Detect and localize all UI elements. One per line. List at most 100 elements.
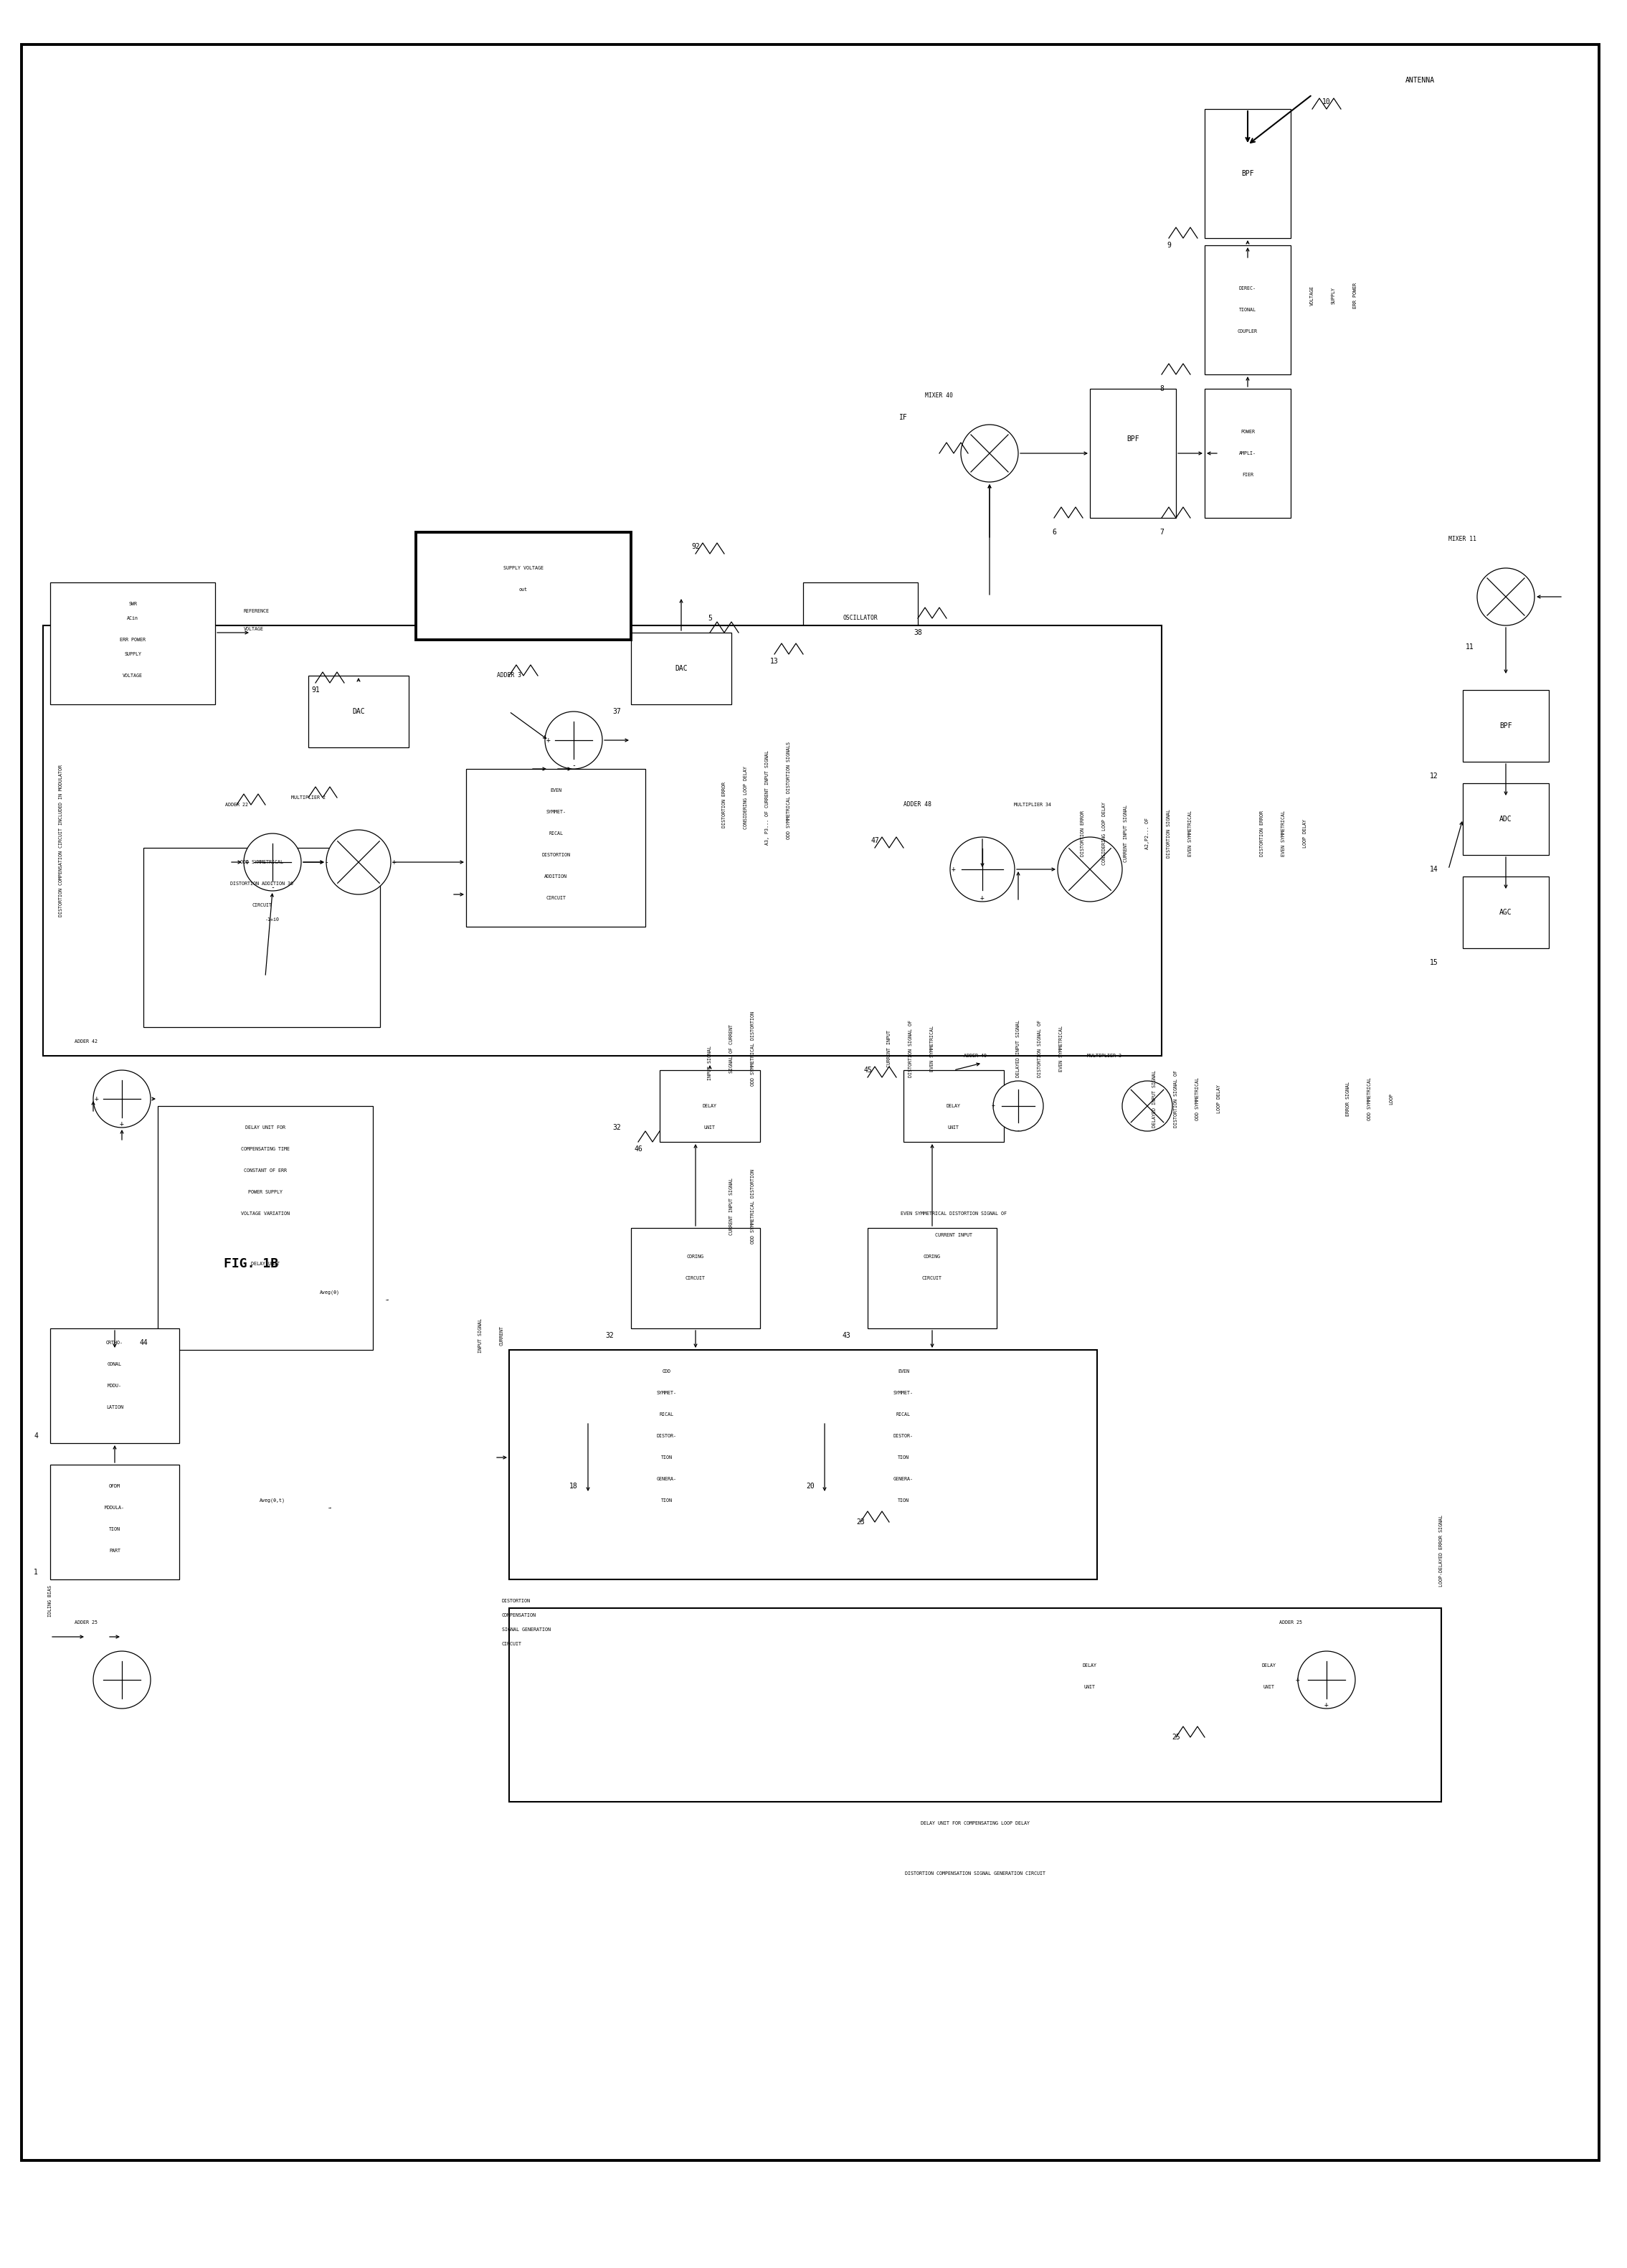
Text: +: + — [952, 866, 955, 873]
Text: CORING: CORING — [924, 1254, 940, 1259]
Text: SYMMET-: SYMMET- — [545, 810, 566, 814]
Text: ADC: ADC — [1500, 816, 1511, 823]
Bar — [1204, 388, 1290, 517]
Text: AGC: AGC — [1500, 909, 1511, 916]
Text: ERROR SIGNAL: ERROR SIGNAL — [1346, 1082, 1350, 1116]
Text: CIRCUIT: CIRCUIT — [685, 1277, 706, 1281]
Text: 13: 13 — [770, 658, 779, 665]
Text: TION: TION — [898, 1499, 909, 1504]
Bar — [465, 769, 646, 928]
Text: DELAY: DELAY — [1082, 1662, 1097, 1667]
Text: MULTIPLIER 2: MULTIPLIER 2 — [291, 796, 325, 801]
Text: DISTORTION SIGNAL OF: DISTORTION SIGNAL OF — [908, 1021, 913, 1077]
Text: DELAY: DELAY — [1263, 1662, 1276, 1667]
Text: 18: 18 — [569, 1483, 578, 1490]
Text: VOLTAGE: VOLTAGE — [244, 626, 264, 631]
Text: 47: 47 — [870, 837, 879, 844]
Text: ERR POWER: ERR POWER — [120, 637, 145, 642]
Text: CONSIDERING LOOP DELAY: CONSIDERING LOOP DELAY — [1101, 803, 1106, 864]
Text: SYMMET-: SYMMET- — [893, 1390, 913, 1395]
Text: MULTIPLIER 3: MULTIPLIER 3 — [1087, 1055, 1121, 1057]
Text: DISTORTION ERROR: DISTORTION ERROR — [1259, 810, 1264, 857]
Text: CORING: CORING — [687, 1254, 704, 1259]
Text: DELAY: DELAY — [703, 1105, 718, 1109]
Text: INPUT SIGNAL: INPUT SIGNAL — [708, 1046, 713, 1080]
Bar — [1204, 109, 1290, 238]
Text: ODD SYMMETRICAL DISTORTION: ODD SYMMETRICAL DISTORTION — [750, 1168, 755, 1243]
Text: OFDM: OFDM — [109, 1483, 120, 1488]
Text: 91: 91 — [311, 687, 321, 694]
Text: DELAY: DELAY — [947, 1105, 962, 1109]
Text: DISTORTION: DISTORTION — [503, 1599, 530, 1603]
Text: SYMMET-: SYMMET- — [657, 1390, 677, 1395]
Text: OSCILLATOR: OSCILLATOR — [843, 615, 879, 621]
Text: TION: TION — [898, 1456, 909, 1461]
Text: 10: 10 — [1323, 98, 1331, 104]
Text: TION: TION — [661, 1499, 672, 1504]
Text: DELAY UNIT: DELAY UNIT — [251, 1261, 280, 1266]
Bar — [587, 1349, 745, 1492]
Text: -: - — [1017, 1127, 1020, 1134]
Text: 14: 14 — [1430, 866, 1438, 873]
Text: DELAY UNIT FOR: DELAY UNIT FOR — [246, 1125, 285, 1129]
Text: CURRENT: CURRENT — [499, 1325, 504, 1345]
Text: MODU-: MODU- — [107, 1383, 122, 1388]
Text: DISTOR-: DISTOR- — [657, 1433, 677, 1438]
Text: 20: 20 — [805, 1483, 815, 1490]
Text: ERR POWER: ERR POWER — [1354, 284, 1357, 308]
Text: RICAL: RICAL — [659, 1413, 674, 1418]
Text: +: + — [120, 1120, 124, 1127]
Text: ODD SYMMETRICAL: ODD SYMMETRICAL — [1367, 1077, 1372, 1120]
Text: DELAYED INPUT SIGNAL: DELAYED INPUT SIGNAL — [1017, 1021, 1020, 1077]
Text: TION: TION — [661, 1456, 672, 1461]
Text: EVEN: EVEN — [550, 789, 561, 792]
Text: MIXER 40: MIXER 40 — [926, 392, 953, 399]
Text: ADDER 22: ADDER 22 — [225, 803, 247, 807]
Text: 9: 9 — [1167, 243, 1171, 249]
Text: +: + — [1324, 1701, 1329, 1708]
Text: +: + — [246, 860, 249, 866]
Text: ODD SYMMETRICAL DISTORTION SIGNALS: ODD SYMMETRICAL DISTORTION SIGNALS — [786, 742, 791, 839]
Text: DISTORTION ERROR: DISTORTION ERROR — [722, 782, 726, 828]
Text: +: + — [991, 1102, 994, 1109]
Text: IF: IF — [900, 413, 908, 422]
Text: ODD SYMMETRICAL: ODD SYMMETRICAL — [241, 860, 283, 864]
Text: DAC: DAC — [675, 665, 688, 671]
Bar — [143, 848, 381, 1027]
Text: DISTOR-: DISTOR- — [893, 1433, 913, 1438]
Text: -: - — [324, 860, 329, 866]
Bar — [1204, 245, 1290, 374]
Text: 8: 8 — [1160, 386, 1163, 392]
Text: CIRCUIT: CIRCUIT — [923, 1277, 942, 1281]
Bar — [1090, 388, 1176, 517]
Circle shape — [1477, 567, 1534, 626]
Text: -: - — [270, 885, 275, 891]
Text: +: + — [979, 894, 984, 903]
Text: CURRENT INPUT: CURRENT INPUT — [887, 1030, 892, 1068]
Text: CIRCUIT: CIRCUIT — [545, 896, 566, 900]
Text: DISTORTION COMPENSATION SIGNAL GENERATION CIRCUIT: DISTORTION COMPENSATION SIGNAL GENERATIO… — [905, 1871, 1046, 1876]
Text: 92: 92 — [691, 542, 700, 551]
Text: SUPPLY: SUPPLY — [124, 651, 142, 655]
Bar — [509, 1608, 1442, 1801]
Text: +: + — [1295, 1676, 1300, 1683]
Text: DAC: DAC — [351, 708, 364, 714]
Text: BPF: BPF — [1241, 170, 1254, 177]
Text: BPF: BPF — [1126, 435, 1139, 442]
Bar — [1463, 689, 1549, 762]
Text: VOLTAGE: VOLTAGE — [122, 674, 143, 678]
Bar — [158, 1107, 373, 1349]
Bar — [631, 633, 732, 705]
Text: Aveg(θ): Aveg(θ) — [321, 1290, 340, 1295]
Text: 25: 25 — [1171, 1733, 1180, 1742]
Bar — [50, 1329, 179, 1442]
Text: 43: 43 — [841, 1331, 851, 1338]
Text: REFERENCE: REFERENCE — [244, 610, 270, 612]
Bar — [1463, 875, 1549, 948]
Bar — [42, 626, 1162, 1057]
Text: LOOP: LOOP — [1389, 1093, 1393, 1105]
Text: ADDITION: ADDITION — [545, 875, 568, 878]
Text: GONAL: GONAL — [107, 1363, 122, 1365]
Text: DISTORTION SIGNAL: DISTORTION SIGNAL — [1167, 810, 1171, 857]
Circle shape — [1058, 837, 1123, 903]
